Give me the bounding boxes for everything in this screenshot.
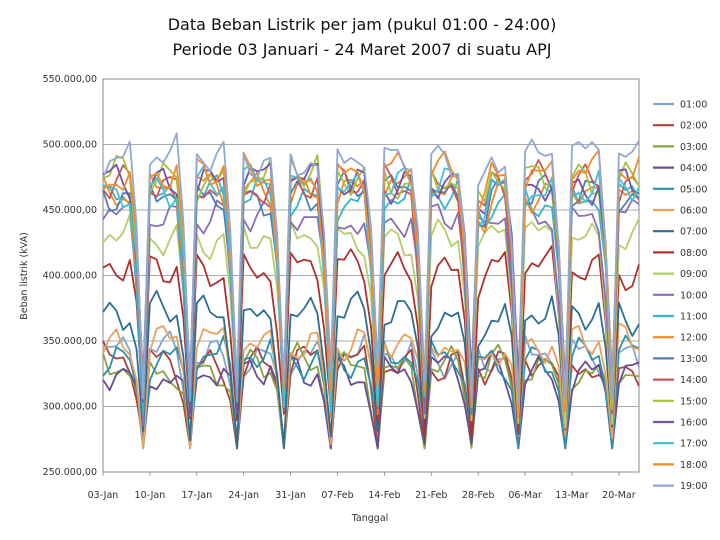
x-tick-label: 03-Jan xyxy=(88,490,119,501)
legend: 01:00 02:00 03:00 04:00 05:00 06:00 07:00 08:00… xyxy=(653,100,707,492)
legend-label: 03:00 xyxy=(680,142,707,153)
x-tick-label: 07-Feb xyxy=(321,490,353,501)
series-line-0700 xyxy=(102,289,640,450)
legend-label: 14:00 xyxy=(680,375,707,386)
x-tick-label: 06-Mar xyxy=(508,490,542,501)
legend-label: 01:00 xyxy=(680,100,707,111)
legend-label: 02:00 xyxy=(680,121,707,132)
x-tick-label: 10-Jan xyxy=(135,490,166,501)
legend-label: 07:00 xyxy=(680,227,707,238)
legend-label: 19:00 xyxy=(680,481,707,492)
x-tick-label: 31-Jan xyxy=(275,490,306,501)
x-tick-label: 17-Jan xyxy=(181,490,212,501)
x-tick-label: 21-Feb xyxy=(415,490,447,501)
series-line-1900 xyxy=(102,132,640,405)
legend-label: 04:00 xyxy=(680,163,707,174)
y-tick-label: 350.000,00 xyxy=(43,336,97,347)
legend-label: 15:00 xyxy=(680,396,707,407)
legend-label: 09:00 xyxy=(680,269,707,280)
legend-label: 12:00 xyxy=(680,333,707,344)
legend-label: 18:00 xyxy=(680,460,707,471)
y-tick-label: 550.000,00 xyxy=(43,74,97,85)
chart-title-line-2: Periode 03 Januari - 24 Maret 2007 di su… xyxy=(173,40,552,59)
x-tick-label: 20-Mar xyxy=(602,490,636,501)
legend-label: 13:00 xyxy=(680,354,707,365)
legend-label: 16:00 xyxy=(680,418,707,429)
x-tick-label: 24-Jan xyxy=(228,490,259,501)
y-axis-ticks: 250.000,00 300.000,00 350.000,00 400.000,00… xyxy=(43,74,97,478)
legend-label: 08:00 xyxy=(680,248,707,259)
y-tick-label: 250.000,00 xyxy=(43,467,97,478)
x-tick-label: 13-Mar xyxy=(555,490,589,501)
legend-label: 11:00 xyxy=(680,312,707,323)
y-axis-title: Beban listrik (kVA) xyxy=(19,232,30,320)
legend-label: 06:00 xyxy=(680,206,707,217)
y-tick-label: 400.000,00 xyxy=(43,271,97,282)
series-line-0600 xyxy=(102,322,640,450)
series-lines xyxy=(102,132,640,450)
legend-label: 17:00 xyxy=(680,439,707,450)
legend-label: 05:00 xyxy=(680,184,707,195)
x-tick-label: 14-Feb xyxy=(368,490,400,501)
y-tick-label: 500.000,00 xyxy=(43,140,97,151)
x-tick-label: 28-Feb xyxy=(462,490,494,501)
x-axis-ticks: 03-Jan 10-Jan 17-Jan 24-Jan 31-Jan 07-Feb 14-F… xyxy=(88,472,636,501)
x-axis-title: Tanggal xyxy=(351,513,389,524)
chart-title-line-1: Data Beban Listrik per jam (pukul 01:00 … xyxy=(168,15,557,34)
y-tick-label: 300.000,00 xyxy=(43,402,97,413)
legend-label: 10:00 xyxy=(680,290,707,301)
y-tick-label: 450.000,00 xyxy=(43,205,97,216)
